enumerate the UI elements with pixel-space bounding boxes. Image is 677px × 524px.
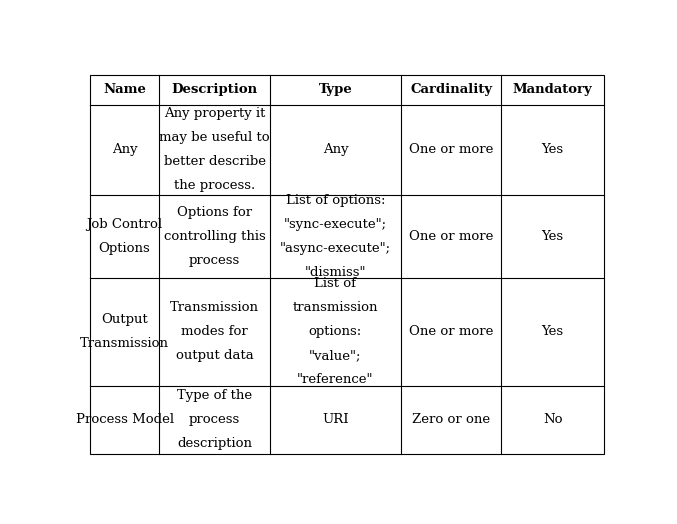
Text: Mandatory: Mandatory bbox=[512, 83, 592, 96]
Text: Output

Transmission: Output Transmission bbox=[80, 313, 169, 351]
Text: Job Control

Options: Job Control Options bbox=[87, 219, 162, 255]
Text: Yes: Yes bbox=[542, 325, 564, 339]
Text: Yes: Yes bbox=[542, 144, 564, 157]
Text: Type: Type bbox=[318, 83, 352, 96]
Text: No: No bbox=[543, 413, 563, 427]
Text: Name: Name bbox=[103, 83, 146, 96]
Text: One or more: One or more bbox=[409, 144, 494, 157]
Text: Any property it

may be useful to

better describe

the process.: Any property it may be useful to better … bbox=[159, 107, 270, 192]
Text: Any: Any bbox=[322, 144, 348, 157]
Text: Options for

controlling this

process: Options for controlling this process bbox=[164, 206, 265, 267]
Text: List of

transmission

options:

"value";

"reference": List of transmission options: "value"; "… bbox=[292, 277, 378, 386]
Text: One or more: One or more bbox=[409, 231, 494, 244]
Text: Description: Description bbox=[171, 83, 258, 96]
Text: One or more: One or more bbox=[409, 325, 494, 339]
Text: Type of the

process

description: Type of the process description bbox=[177, 389, 252, 451]
Text: Cardinality: Cardinality bbox=[410, 83, 492, 96]
Text: Any: Any bbox=[112, 144, 137, 157]
Text: Transmission

modes for

output data: Transmission modes for output data bbox=[170, 301, 259, 363]
Text: Zero or one: Zero or one bbox=[412, 413, 490, 427]
Text: Yes: Yes bbox=[542, 231, 564, 244]
Text: Process Model: Process Model bbox=[76, 413, 173, 427]
Text: URI: URI bbox=[322, 413, 349, 427]
Text: List of options:

"sync-execute";

"async-execute";

"dismiss": List of options: "sync-execute"; "async-… bbox=[280, 194, 391, 279]
